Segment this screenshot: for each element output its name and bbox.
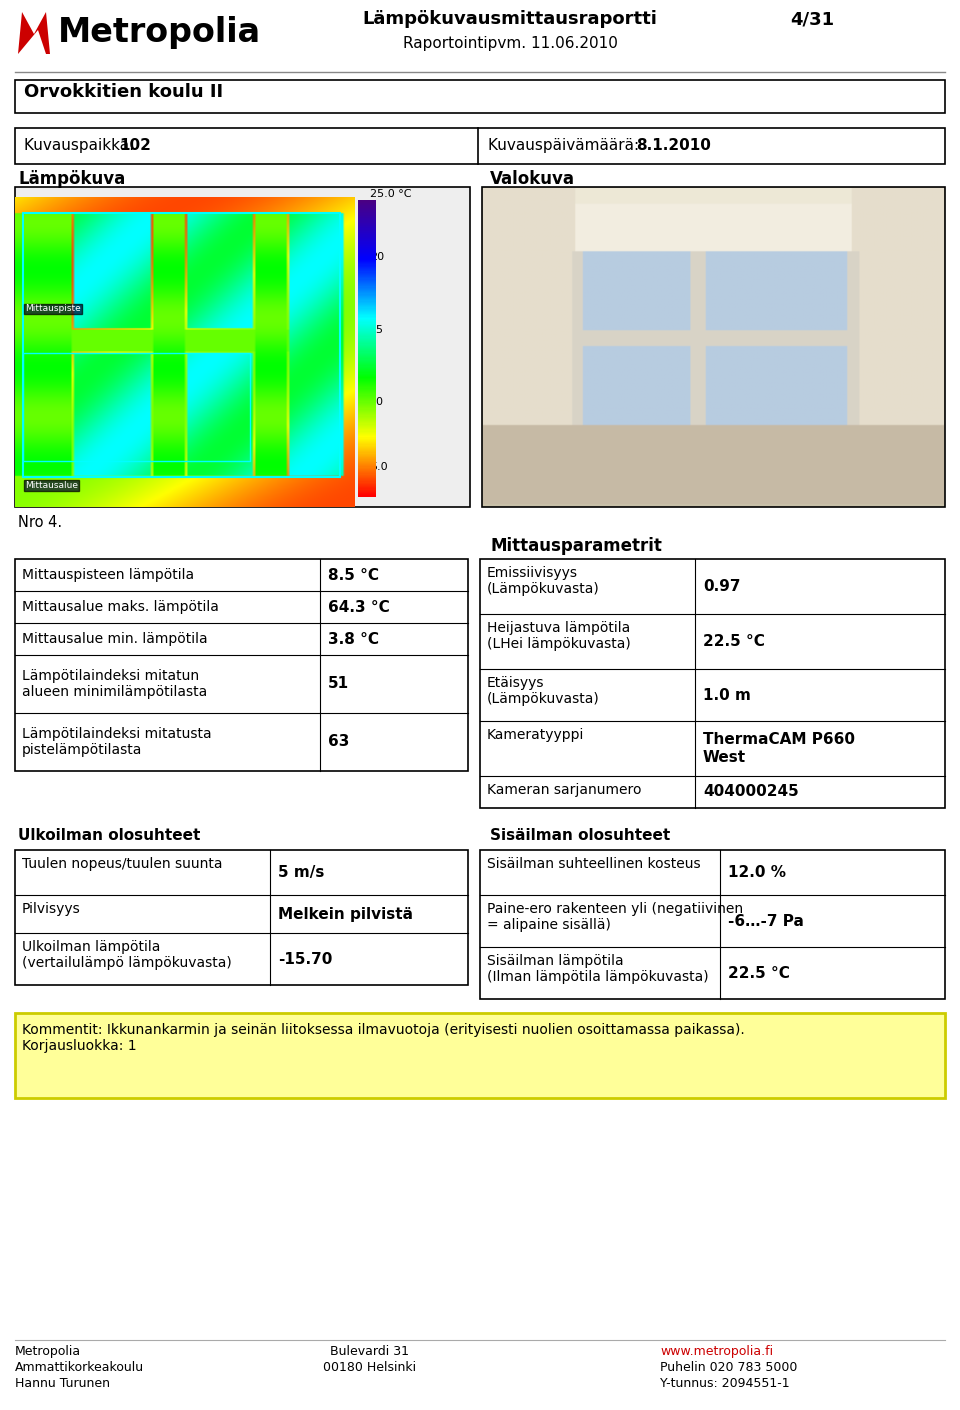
Text: Kuvauspaikka:: Kuvauspaikka: — [24, 138, 139, 154]
Text: Metropolia: Metropolia — [58, 16, 261, 49]
Text: Mittausalue maks. lämpötila: Mittausalue maks. lämpötila — [22, 601, 219, 613]
Text: Paine-ero rakenteen yli (negatiivinen
= alipaine sisällä): Paine-ero rakenteen yli (negatiivinen = … — [487, 902, 743, 932]
Bar — [23, 213, 340, 477]
Text: Lämpökuva: Lämpökuva — [18, 171, 125, 188]
Text: Kommentit: Ikkunankarmin ja seinän liitoksessa ilmavuotoja (erityisesti nuolien : Kommentit: Ikkunankarmin ja seinän liito… — [22, 1024, 745, 1053]
Text: Raportointipvm. 11.06.2010: Raportointipvm. 11.06.2010 — [402, 37, 617, 51]
Bar — [480, 558, 945, 808]
Text: Sisäilman olosuhteet: Sisäilman olosuhteet — [490, 828, 670, 843]
Text: 25.0 °C: 25.0 °C — [370, 189, 412, 199]
Text: Heijastuva lämpötila
(LHei lämpökuvasta): Heijastuva lämpötila (LHei lämpökuvasta) — [487, 620, 631, 651]
Text: Pilvisyys: Pilvisyys — [22, 902, 81, 916]
Text: 5.0: 5.0 — [370, 462, 388, 472]
Text: 00180 Helsinki: 00180 Helsinki — [324, 1361, 417, 1373]
Text: Tuulen nopeus/tuulen suunta: Tuulen nopeus/tuulen suunta — [22, 857, 223, 871]
PathPatch shape — [18, 13, 50, 54]
Text: Ammattikorkeakoulu: Ammattikorkeakoulu — [15, 1361, 144, 1373]
Bar — [15, 188, 470, 508]
Text: Melkein pilvistä: Melkein pilvistä — [278, 907, 413, 922]
Bar — [15, 558, 468, 771]
Text: Kameran sarjanumero: Kameran sarjanumero — [487, 783, 641, 797]
Text: Emissiivisyys
(Lämpökuvasta): Emissiivisyys (Lämpökuvasta) — [487, 565, 600, 596]
Text: Nro 4.: Nro 4. — [18, 515, 62, 530]
Text: Bulevardi 31: Bulevardi 31 — [330, 1345, 410, 1358]
Text: Kuvauspäivämäärä:: Kuvauspäivämäärä: — [488, 138, 644, 154]
Text: Lämpökuvausmittausraportti: Lämpökuvausmittausraportti — [363, 10, 658, 28]
Text: -15.70: -15.70 — [278, 952, 332, 966]
Text: www.metropolia.fi: www.metropolia.fi — [660, 1345, 773, 1358]
Text: Ulkoilman olosuhteet: Ulkoilman olosuhteet — [18, 828, 201, 843]
Text: Mittausalue: Mittausalue — [25, 481, 78, 491]
Text: Puhelin 020 783 5000: Puhelin 020 783 5000 — [660, 1361, 798, 1373]
Text: 22.5 °C: 22.5 °C — [703, 634, 765, 649]
Bar — [15, 80, 945, 113]
Bar — [23, 352, 250, 461]
Text: 12.0 %: 12.0 % — [728, 864, 786, 880]
Text: Lämpötilaindeksi mitatun
alueen minimilämpötilasta: Lämpötilaindeksi mitatun alueen minimilä… — [22, 668, 207, 699]
Text: Lämpötilaindeksi mitatusta
pistelämpötilasta: Lämpötilaindeksi mitatusta pistelämpötil… — [22, 728, 211, 757]
Text: Kameratyyppi: Kameratyyppi — [487, 728, 585, 742]
Text: Mittauspisteen lämpötila: Mittauspisteen lämpötila — [22, 568, 194, 582]
Text: 10: 10 — [370, 398, 384, 407]
Text: Mittausalue min. lämpötila: Mittausalue min. lämpötila — [22, 632, 207, 646]
Bar — [15, 128, 945, 164]
Text: 4/31: 4/31 — [790, 10, 834, 28]
Text: -6…-7 Pa: -6…-7 Pa — [728, 914, 804, 929]
Text: 404000245: 404000245 — [703, 784, 799, 799]
Text: Metropolia: Metropolia — [15, 1345, 82, 1358]
Bar — [480, 850, 945, 1000]
Text: 3.8 °C: 3.8 °C — [328, 632, 379, 647]
Text: Etäisyys
(Lämpökuvasta): Etäisyys (Lämpökuvasta) — [487, 675, 600, 706]
Bar — [15, 1012, 945, 1098]
Text: 63: 63 — [328, 735, 349, 750]
Text: 8.5 °C: 8.5 °C — [328, 567, 379, 582]
Text: 51: 51 — [328, 677, 349, 691]
Text: Mittauspiste: Mittauspiste — [25, 305, 81, 313]
Text: Sisäilman lämpötila
(Ilman lämpötila lämpökuvasta): Sisäilman lämpötila (Ilman lämpötila läm… — [487, 955, 708, 984]
Text: 64.3 °C: 64.3 °C — [328, 599, 390, 615]
Text: Sisäilman suhteellinen kosteus: Sisäilman suhteellinen kosteus — [487, 857, 701, 871]
Text: Valokuva: Valokuva — [490, 171, 575, 188]
Text: 5 m/s: 5 m/s — [278, 864, 324, 880]
Text: 22.5 °C: 22.5 °C — [728, 966, 790, 980]
Text: 8.1.2010: 8.1.2010 — [636, 138, 710, 154]
Text: Orvokkitien koulu II: Orvokkitien koulu II — [24, 83, 223, 102]
Text: ThermaCAM P660
West: ThermaCAM P660 West — [703, 732, 855, 764]
Bar — [15, 850, 468, 986]
Text: 102: 102 — [119, 138, 151, 154]
Text: 20: 20 — [370, 252, 384, 262]
Text: Ulkoilman lämpötila
(vertailulämpö lämpökuvasta): Ulkoilman lämpötila (vertailulämpö lämpö… — [22, 940, 231, 970]
Bar — [482, 188, 945, 508]
Text: Y-tunnus: 2094551-1: Y-tunnus: 2094551-1 — [660, 1378, 790, 1390]
Text: Hannu Turunen: Hannu Turunen — [15, 1378, 110, 1390]
Text: 1.0 m: 1.0 m — [703, 688, 751, 702]
Text: 0.97: 0.97 — [703, 580, 740, 594]
Text: Mittausparametrit: Mittausparametrit — [490, 537, 661, 556]
Text: 15: 15 — [370, 324, 384, 336]
